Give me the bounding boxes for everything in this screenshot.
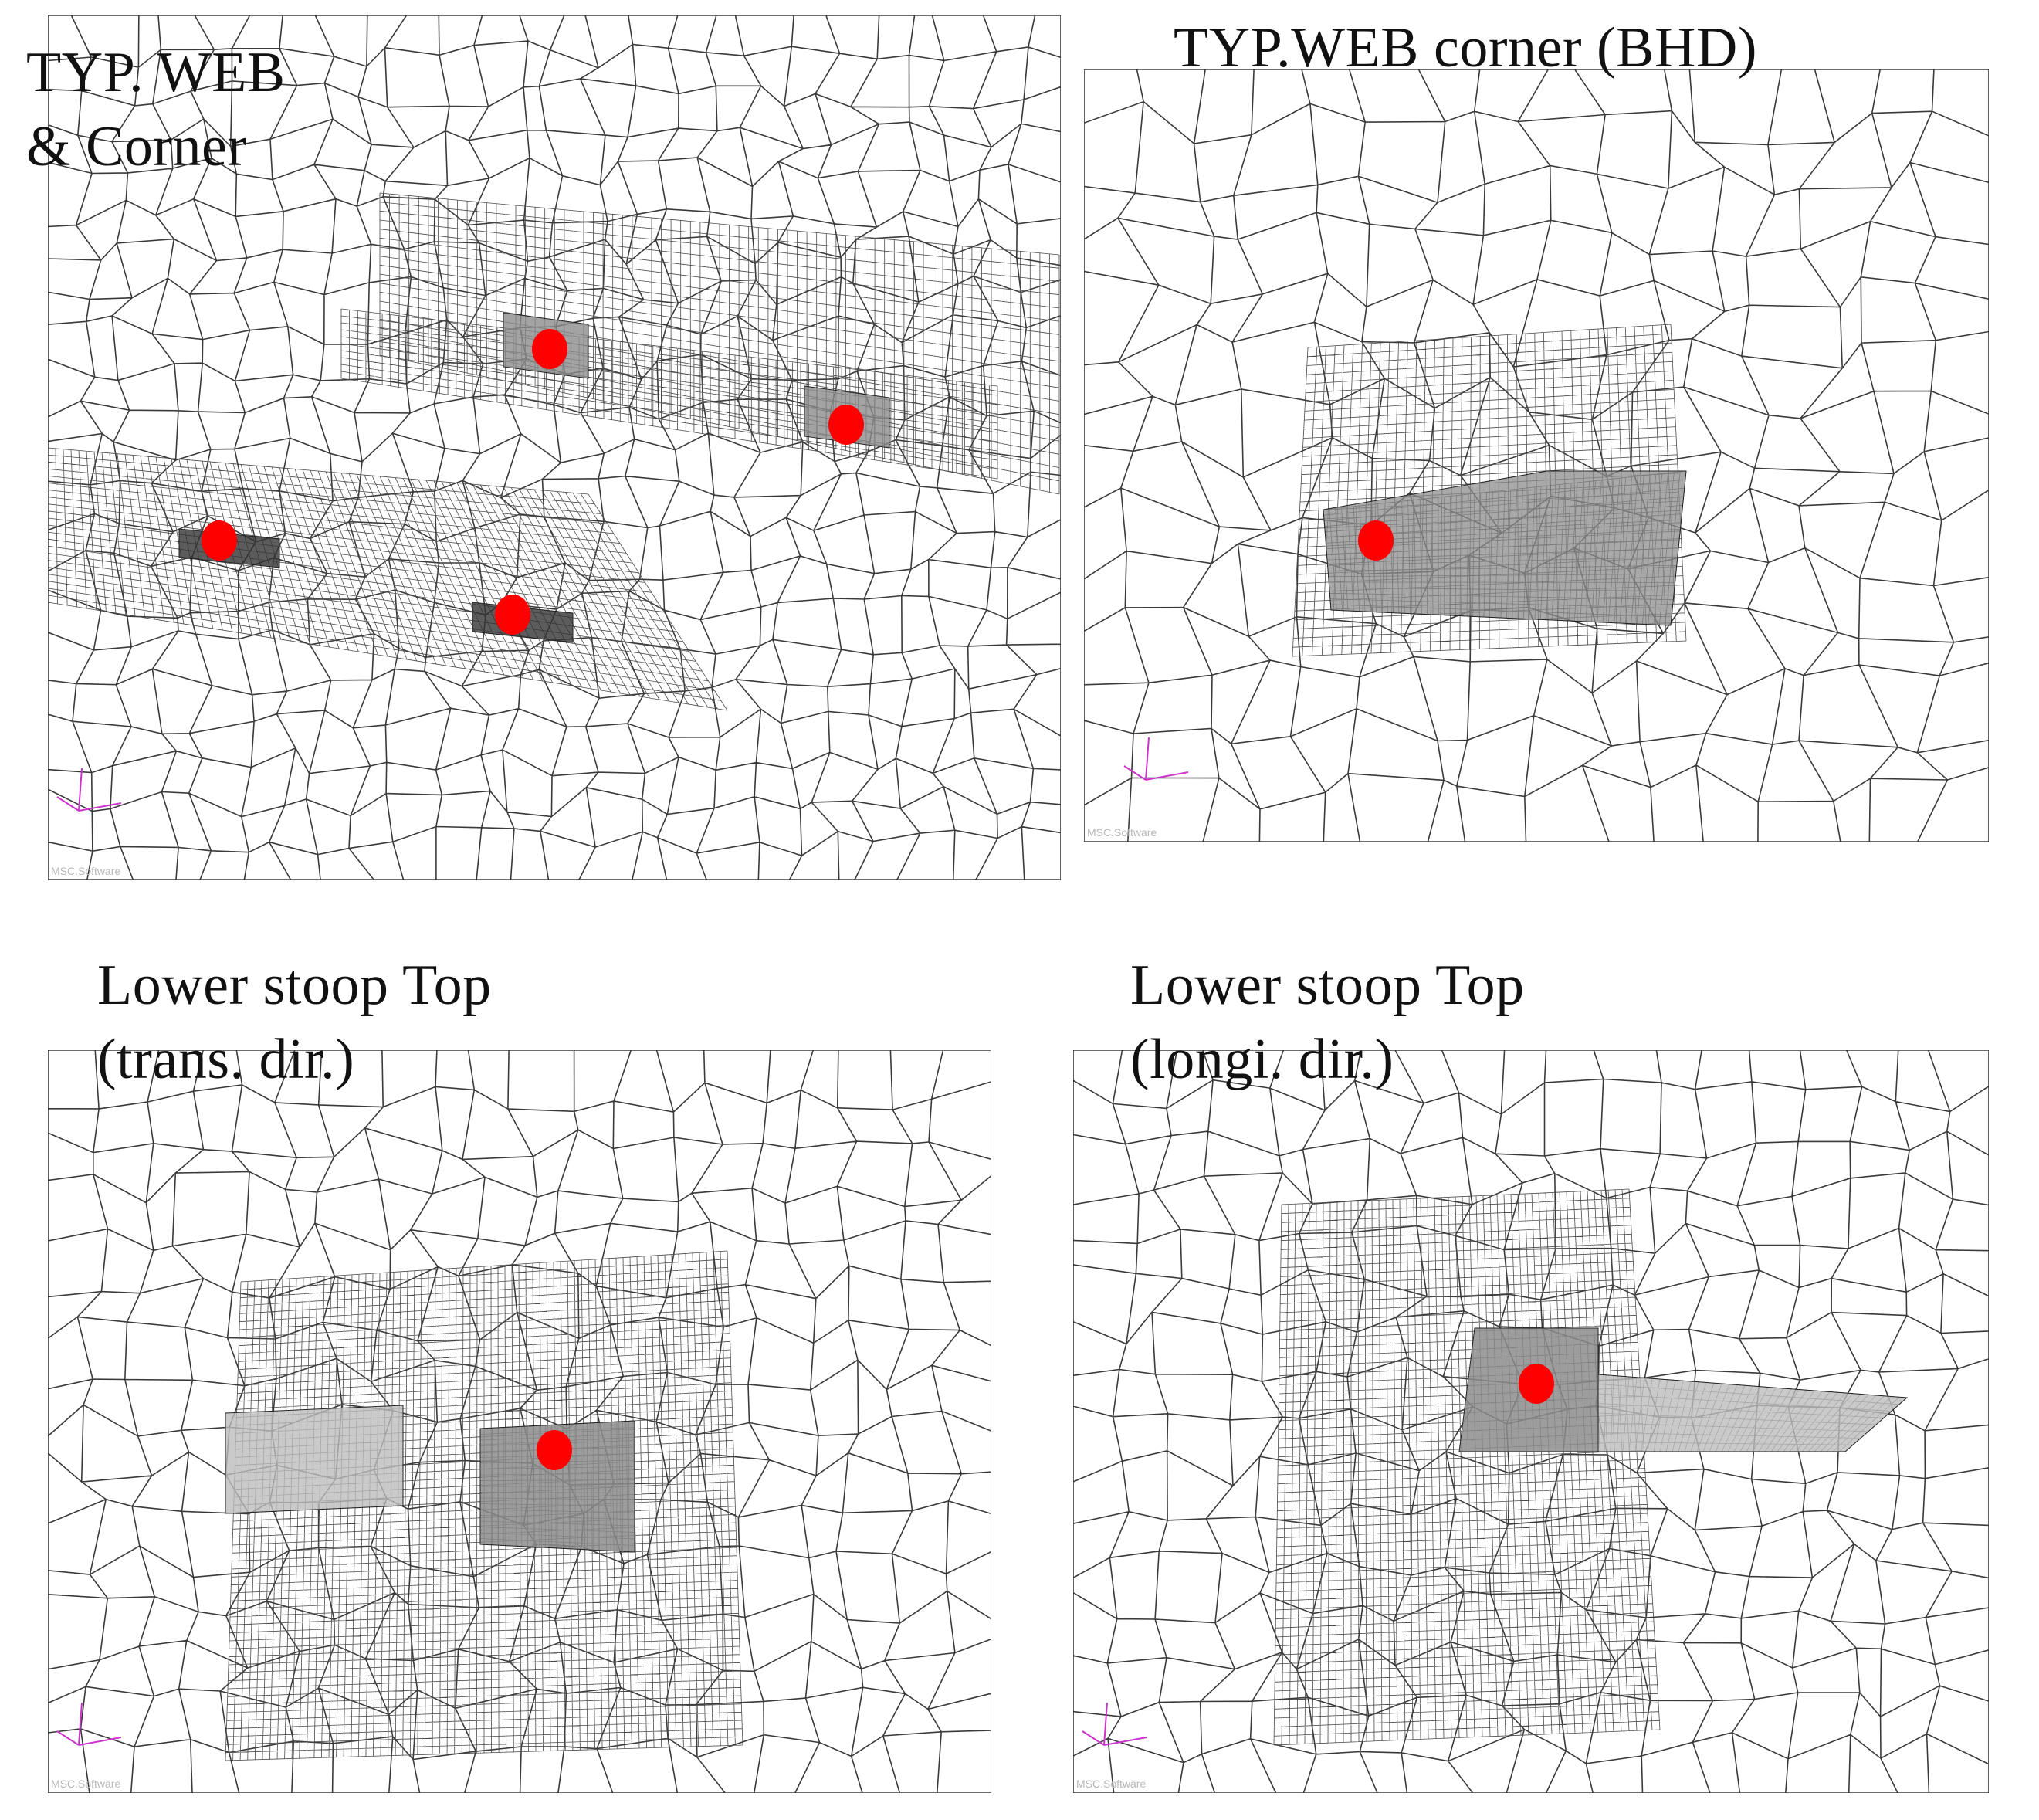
panel-label-typ-web-corner: TYP. WEB & Corner bbox=[26, 41, 286, 178]
watermark: MSC.Software bbox=[51, 865, 121, 877]
mesh-typ-web-corner bbox=[48, 15, 1061, 880]
hot-spot-marker bbox=[828, 405, 864, 445]
hot-spot-marker bbox=[202, 520, 237, 561]
watermark: MSC.Software bbox=[51, 1778, 121, 1790]
hot-spot-marker bbox=[537, 1430, 572, 1470]
panel-label-typ-web-corner-bhd: TYP.WEB corner (BHD) bbox=[1174, 16, 1757, 80]
panel-typ-web-corner: MSC.Software bbox=[48, 15, 1061, 880]
hot-spot-marker bbox=[1519, 1364, 1554, 1404]
mesh-typ-web-corner-bhd bbox=[1084, 69, 1989, 842]
panel-lower-stoop-top-trans: MSC.Software bbox=[48, 1050, 991, 1793]
watermark: MSC.Software bbox=[1087, 826, 1157, 839]
panel-label-lower-stoop-top-trans: Lower stoop Top (trans. dir.) bbox=[97, 954, 492, 1091]
panel-label-lower-stoop-top-longi: Lower stoop Top (longi. dir.) bbox=[1130, 954, 1525, 1091]
mesh-lower-stoop-top-trans bbox=[48, 1050, 991, 1793]
mesh-lower-stoop-top-longi bbox=[1073, 1050, 1989, 1793]
watermark: MSC.Software bbox=[1076, 1778, 1147, 1790]
hot-spot-marker bbox=[495, 595, 530, 635]
panel-lower-stoop-top-longi: MSC.Software bbox=[1073, 1050, 1989, 1793]
hot-spot-marker bbox=[1358, 520, 1394, 561]
hot-spot-marker bbox=[532, 329, 567, 369]
panel-typ-web-corner-bhd: MSC.Software bbox=[1084, 69, 1989, 842]
